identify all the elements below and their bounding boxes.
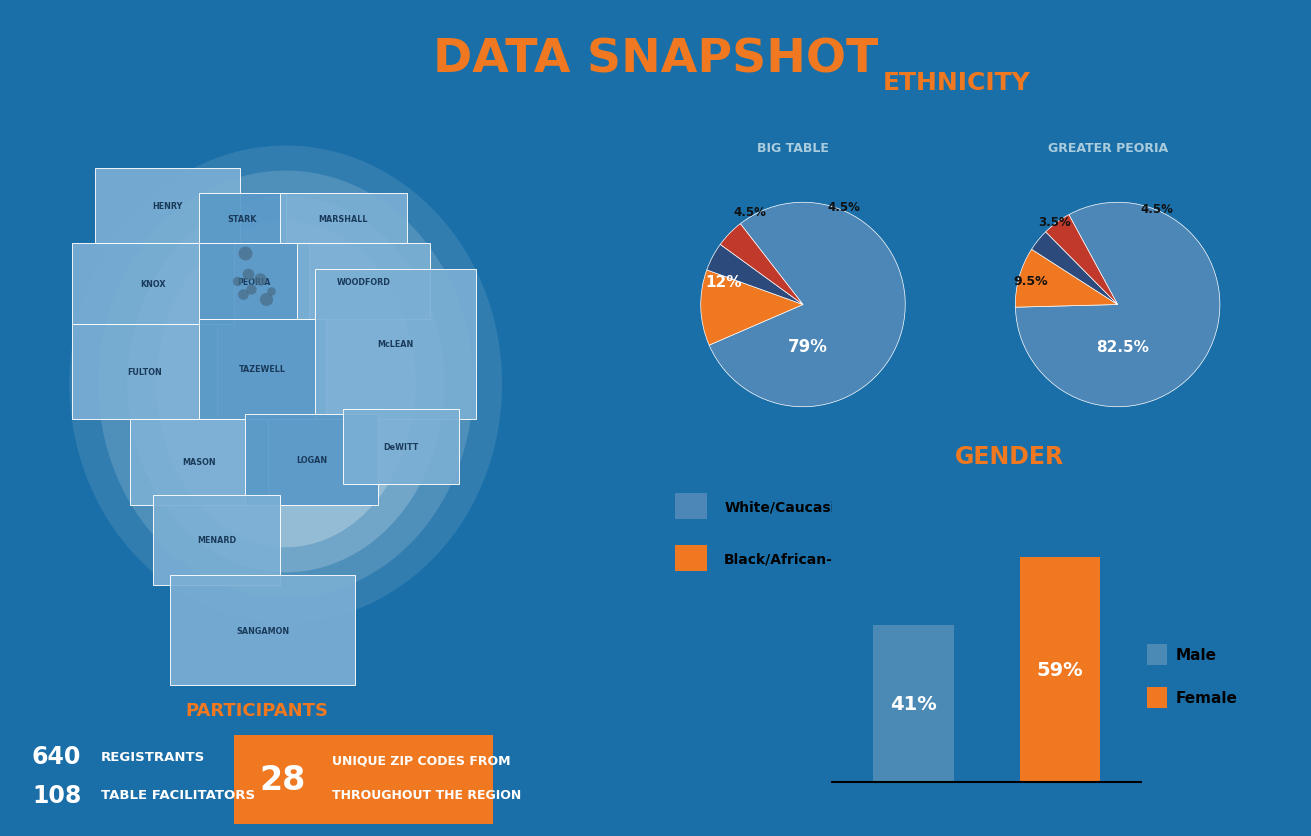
Ellipse shape — [98, 171, 473, 598]
Bar — [281, 194, 406, 244]
Bar — [170, 575, 355, 686]
Text: HENRY: HENRY — [152, 202, 182, 211]
Wedge shape — [707, 245, 802, 305]
Point — [241, 283, 262, 296]
Bar — [873, 625, 953, 782]
Ellipse shape — [127, 196, 444, 573]
Text: Female: Female — [1176, 690, 1238, 705]
Text: 640: 640 — [31, 745, 81, 768]
Bar — [298, 244, 430, 319]
Text: LOGAN: LOGAN — [296, 456, 328, 464]
Text: Male: Male — [1176, 647, 1217, 662]
Text: PEORIA: PEORIA — [237, 278, 271, 286]
Text: MASON: MASON — [182, 458, 216, 466]
Text: 9.5%: 9.5% — [1013, 275, 1047, 288]
Bar — [675, 545, 707, 571]
Ellipse shape — [156, 222, 416, 548]
Text: White/Caucasian: White/Caucasian — [724, 500, 855, 514]
Text: SANGAMON: SANGAMON — [236, 626, 290, 635]
Bar — [1147, 687, 1167, 708]
Text: TABLE FACILITATORS: TABLE FACILITATORS — [101, 788, 256, 802]
Text: Hispanic/Latino: Hispanic/Latino — [1002, 500, 1122, 514]
Bar — [199, 244, 309, 319]
Bar — [199, 194, 286, 244]
Text: REGISTRANTS: REGISTRANTS — [101, 750, 206, 763]
Wedge shape — [1046, 216, 1117, 305]
Text: ETHNICITY: ETHNICITY — [884, 71, 1030, 95]
Text: MENARD: MENARD — [197, 536, 236, 544]
Point — [235, 247, 256, 261]
Point — [237, 268, 258, 281]
Point — [227, 275, 248, 288]
Wedge shape — [1032, 232, 1117, 305]
Text: DeWITT: DeWITT — [384, 443, 418, 451]
Bar — [952, 494, 983, 520]
Text: MARSHALL: MARSHALL — [319, 215, 368, 223]
Point — [232, 288, 253, 301]
Text: Other: Other — [1002, 552, 1046, 565]
Text: BIG TABLE: BIG TABLE — [758, 142, 829, 155]
Text: KNOX: KNOX — [140, 280, 166, 288]
Text: 82.5%: 82.5% — [1096, 339, 1150, 354]
Bar — [153, 495, 281, 585]
Point — [256, 293, 277, 306]
Text: 41%: 41% — [890, 694, 936, 713]
Text: 59%: 59% — [1037, 660, 1083, 679]
Bar — [952, 545, 983, 571]
Text: 4.5%: 4.5% — [1141, 203, 1173, 217]
Text: 4.5%: 4.5% — [733, 206, 766, 218]
Text: 4.5%: 4.5% — [827, 201, 860, 214]
Text: Black/African-American: Black/African-American — [724, 552, 907, 565]
Text: PARTICIPANTS: PARTICIPANTS — [185, 701, 329, 720]
Bar — [343, 410, 459, 485]
Wedge shape — [1015, 250, 1117, 308]
Text: McLEAN: McLEAN — [378, 340, 413, 349]
Wedge shape — [701, 271, 802, 346]
Bar — [233, 736, 493, 823]
Text: TAZEWELL: TAZEWELL — [239, 365, 286, 374]
Bar — [1020, 557, 1100, 782]
Text: WOODFORD: WOODFORD — [337, 278, 391, 286]
Bar — [675, 494, 707, 520]
Bar — [199, 319, 326, 420]
Text: STARK: STARK — [228, 215, 257, 223]
Text: DATA SNAPSHOT: DATA SNAPSHOT — [433, 38, 878, 83]
Ellipse shape — [69, 146, 502, 623]
Point — [261, 285, 282, 298]
Text: 3.5%: 3.5% — [1038, 216, 1071, 228]
Text: UNIQUE ZIP CODES FROM: UNIQUE ZIP CODES FROM — [332, 754, 510, 767]
Text: 12%: 12% — [705, 275, 742, 290]
Wedge shape — [720, 224, 802, 305]
Text: 28: 28 — [260, 763, 307, 796]
Bar — [130, 420, 269, 505]
Bar — [1147, 644, 1167, 665]
Wedge shape — [1016, 203, 1219, 407]
Text: GENDER: GENDER — [954, 444, 1065, 468]
Bar — [96, 169, 240, 244]
Text: GREATER PEORIA: GREATER PEORIA — [1047, 142, 1168, 155]
Text: 79%: 79% — [788, 337, 829, 355]
Text: THROUGHOUT THE REGION: THROUGHOUT THE REGION — [332, 788, 522, 802]
Wedge shape — [709, 203, 905, 407]
Text: FULTON: FULTON — [127, 368, 161, 376]
Bar — [315, 269, 476, 420]
Point — [249, 273, 270, 286]
Text: 108: 108 — [31, 783, 81, 807]
Bar — [72, 244, 233, 324]
Bar — [72, 324, 216, 420]
Bar — [245, 415, 378, 505]
